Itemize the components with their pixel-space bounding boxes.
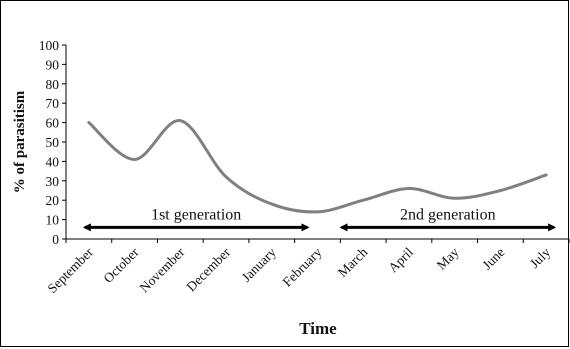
- y-tick-label: 80: [46, 77, 60, 92]
- x-tick-label: July: [527, 244, 554, 271]
- y-tick-label: 30: [46, 174, 60, 189]
- y-tick-label: 20: [46, 193, 60, 208]
- x-tick-label: September: [45, 244, 97, 296]
- x-tick-label: March: [335, 244, 371, 280]
- y-tick-label: 100: [39, 38, 60, 53]
- series: [89, 121, 546, 212]
- y-tick-label: 40: [46, 154, 60, 169]
- y-tick-label: 50: [46, 135, 60, 150]
- y-tick-label: 70: [46, 96, 60, 111]
- x-tick-label: December: [183, 244, 233, 294]
- annotations: 1st generation 2nd generation: [85, 206, 554, 227]
- x-tick-label: November: [137, 244, 188, 295]
- x-tick-label: June: [479, 245, 507, 273]
- generation-label: 2nd generation: [400, 206, 496, 223]
- y-tick-label: 90: [46, 57, 60, 72]
- x-tick-label: February: [280, 244, 325, 289]
- x-tick-label: October: [100, 244, 142, 286]
- y-ticks: 0 10 20 30 40 50 60 70 80 90 100: [39, 38, 66, 247]
- y-axis-title: % of parasitism: [12, 90, 28, 193]
- x-tick-label: January: [239, 244, 279, 284]
- x-tick-label: April: [385, 244, 416, 275]
- generation-label: 1st generation: [151, 206, 241, 223]
- x-tick-label: May: [434, 244, 462, 272]
- y-tick-label: 0: [52, 232, 59, 247]
- x-axis-title: Time: [299, 319, 337, 338]
- y-tick-label: 10: [46, 213, 60, 228]
- y-tick-label: 60: [46, 116, 60, 131]
- series-line: [89, 121, 546, 212]
